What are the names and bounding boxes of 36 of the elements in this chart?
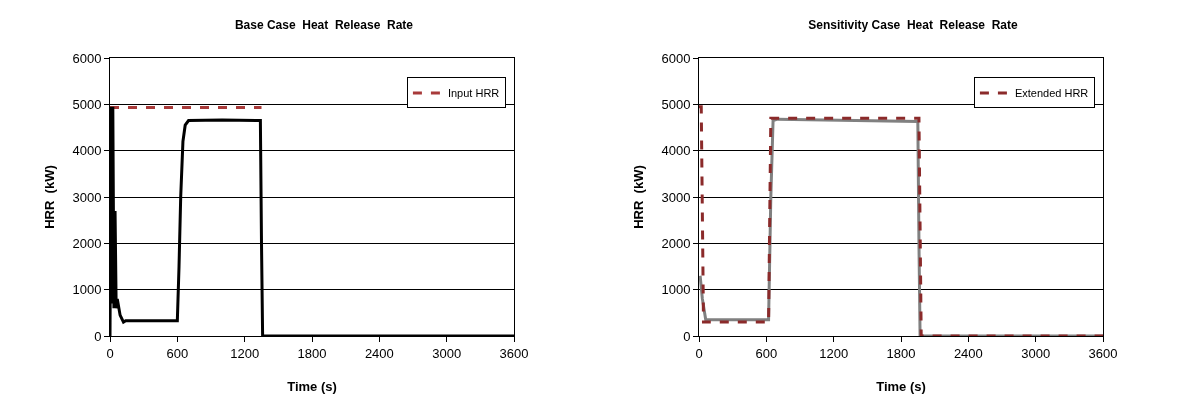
y-tick-label: 4000 — [72, 143, 102, 159]
x-tick-label: 600 — [755, 345, 778, 361]
y-axis-title: HRR (kW) — [631, 165, 647, 229]
chart-title: Sensitivity Case Heat Release Rate — [808, 18, 1018, 33]
x-tick-label: 0 — [106, 345, 114, 361]
y-tick-label: 3000 — [661, 189, 691, 205]
x-tick-label: 600 — [166, 345, 189, 361]
x-tick-label: 0 — [695, 345, 703, 361]
y-tick-label: 5000 — [72, 96, 102, 112]
legend-label: Input HRR — [447, 87, 500, 100]
y-tick-label: 6000 — [661, 50, 691, 66]
chart-title: Base Case Heat Release Rate — [234, 18, 414, 33]
x-tick-label: 3600 — [1088, 345, 1118, 361]
y-axis-title: HRR (kW) — [42, 165, 58, 229]
x-tick-label: 2400 — [364, 345, 394, 361]
legend-label: Extended HRR — [1014, 87, 1089, 100]
x-tick-label: 3600 — [499, 345, 529, 361]
y-tick-label: 0 — [683, 328, 691, 344]
x-tick-label: 1200 — [230, 345, 260, 361]
y-tick-label: 2000 — [661, 235, 691, 251]
x-axis-title: Time (s) — [287, 379, 337, 395]
y-tick-label: 4000 — [661, 143, 691, 159]
x-tick-label: 1200 — [819, 345, 849, 361]
x-tick-label: 1800 — [297, 345, 327, 361]
y-tick-label: 1000 — [72, 282, 102, 298]
y-tick-label: 0 — [94, 328, 102, 344]
x-axis-title: Time (s) — [876, 379, 926, 395]
x-tick-label: 3000 — [432, 345, 462, 361]
y-tick-label: 5000 — [661, 96, 691, 112]
y-tick-label: 1000 — [661, 282, 691, 298]
y-tick-label: 3000 — [72, 189, 102, 205]
y-tick-label: 2000 — [72, 235, 102, 251]
x-tick-label: 1800 — [886, 345, 916, 361]
x-tick-label: 3000 — [1021, 345, 1051, 361]
x-tick-label: 2400 — [953, 345, 983, 361]
y-tick-label: 6000 — [72, 50, 102, 66]
